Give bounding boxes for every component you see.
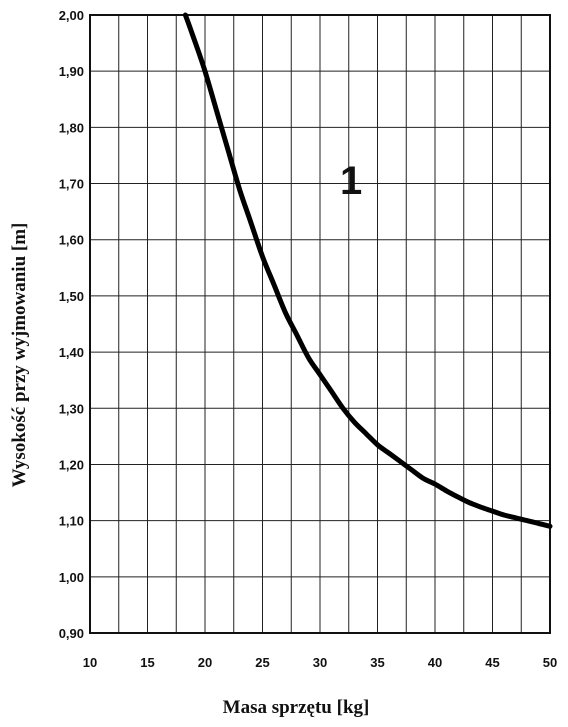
- grid-layer: [90, 15, 550, 633]
- x-tick-label: 30: [313, 655, 327, 670]
- curve-annotation: 1: [340, 159, 362, 203]
- y-tick-label: 1,50: [59, 289, 84, 304]
- x-tick-labels: 10 15 20 25 30 35 40 45 50: [83, 655, 557, 670]
- y-tick-label: 1,70: [59, 177, 84, 192]
- y-tick-label: 1,80: [59, 120, 84, 135]
- y-tick-label: 1,40: [59, 345, 84, 360]
- y-tick-label: 0,90: [59, 626, 84, 641]
- series-line: [182, 12, 553, 529]
- y-tick-label: 1,60: [59, 233, 84, 248]
- x-tick-label: 20: [198, 655, 212, 670]
- x-tick-label: 45: [485, 655, 499, 670]
- y-tick-label: 1,10: [59, 514, 84, 529]
- y-tick-label: 1,00: [59, 570, 84, 585]
- x-tick-label: 10: [83, 655, 97, 670]
- plot-frame: [89, 14, 551, 634]
- y-tick-label: 1,30: [59, 401, 84, 416]
- x-axis-title: Masa sprzętu [kg]: [223, 697, 370, 718]
- y-tick-labels: 0,90 1,00 1,10 1,20 1,30 1,40 1,50 1,60 1,70 1,80…: [59, 8, 84, 641]
- x-tick-label: 25: [255, 655, 269, 670]
- y-tick-label: 1,90: [59, 64, 84, 79]
- x-tick-label: 15: [140, 655, 154, 670]
- x-tick-label: 35: [370, 655, 384, 670]
- x-tick-label: 50: [543, 655, 557, 670]
- y-tick-label: 2,00: [59, 8, 84, 23]
- y-axis-title: Wysokość przy wyjmowaniu [m]: [9, 223, 30, 488]
- x-tick-label: 40: [428, 655, 442, 670]
- y-tick-label: 1,20: [59, 457, 84, 472]
